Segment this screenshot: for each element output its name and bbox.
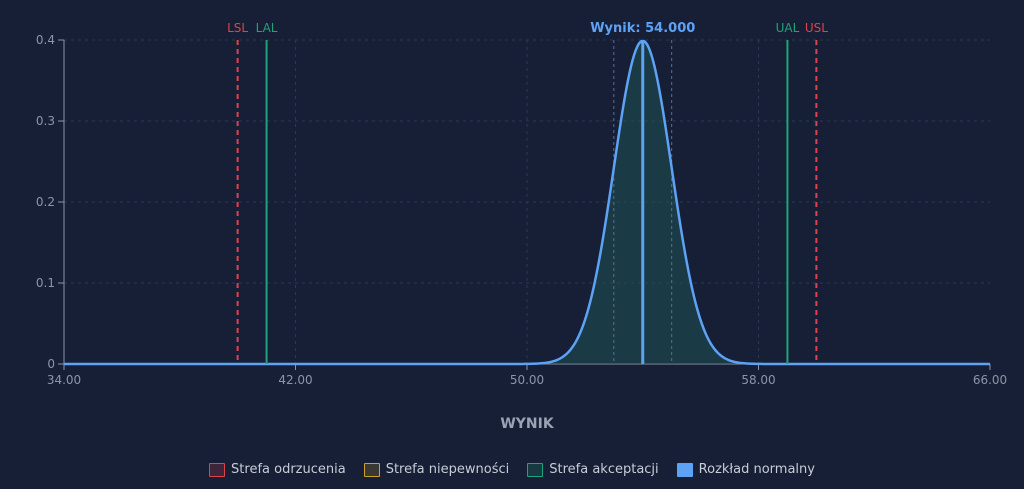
legend-label-uncertainty: Strefa niepewności (385, 462, 510, 477)
legend: Strefa odrzucenia Strefa niepewności Str… (0, 462, 1024, 477)
legend-label-acceptance: Strefa akceptacji (549, 462, 659, 477)
limit-label-lsl: LSL (227, 21, 248, 35)
x-axis-label: WYNIK (500, 416, 555, 432)
distribution-curve (64, 39, 990, 366)
limit-lines: LSL LAL UAL USL (227, 21, 828, 364)
legend-label-normal-distribution: Rozkład normalny (698, 462, 815, 477)
legend-swatch-rejection (209, 462, 226, 477)
x-tick-label: 58.00 (741, 373, 775, 387)
grid (64, 39, 990, 364)
y-tick-label: 0.2 (36, 195, 55, 209)
y-tick-label: 0.3 (36, 114, 55, 128)
x-tick-label: 66.00 (973, 373, 1007, 387)
curve-layer: Wynik: 54.000 (64, 21, 990, 366)
chart-svg: 0 0.1 0.2 0.3 0.4 34.00 42.00 50.00 58.00 66.00 W… (36, 21, 1007, 432)
result-label: Wynik: 54.000 (590, 21, 695, 36)
legend-swatch-uncertainty (363, 462, 380, 477)
legend-item-rejection[interactable]: Strefa odrzucenia (209, 462, 346, 477)
limit-label-lal: LAL (256, 21, 278, 35)
x-tick-label: 42.00 (278, 373, 312, 387)
y-tick-label: 0 (47, 357, 55, 371)
legend-swatch-normal-distribution (676, 462, 693, 477)
x-tick-label: 34.00 (47, 373, 81, 387)
legend-swatch-acceptance (527, 462, 544, 477)
limit-label-ual: UAL (776, 21, 800, 35)
axes: 0 0.1 0.2 0.3 0.4 34.00 42.00 50.00 58.00 66.00 (36, 33, 1007, 387)
legend-label-rejection: Strefa odrzucenia (231, 462, 346, 477)
legend-item-normal-distribution[interactable]: Rozkład normalny (676, 462, 815, 477)
limit-label-usl: USL (805, 21, 828, 35)
legend-item-uncertainty[interactable]: Strefa niepewności (363, 462, 510, 477)
y-tick-label: 0.1 (36, 276, 55, 290)
y-tick-label: 0.4 (36, 33, 55, 47)
x-tick-label: 50.00 (510, 373, 544, 387)
legend-item-acceptance[interactable]: Strefa akceptacji (527, 462, 659, 477)
